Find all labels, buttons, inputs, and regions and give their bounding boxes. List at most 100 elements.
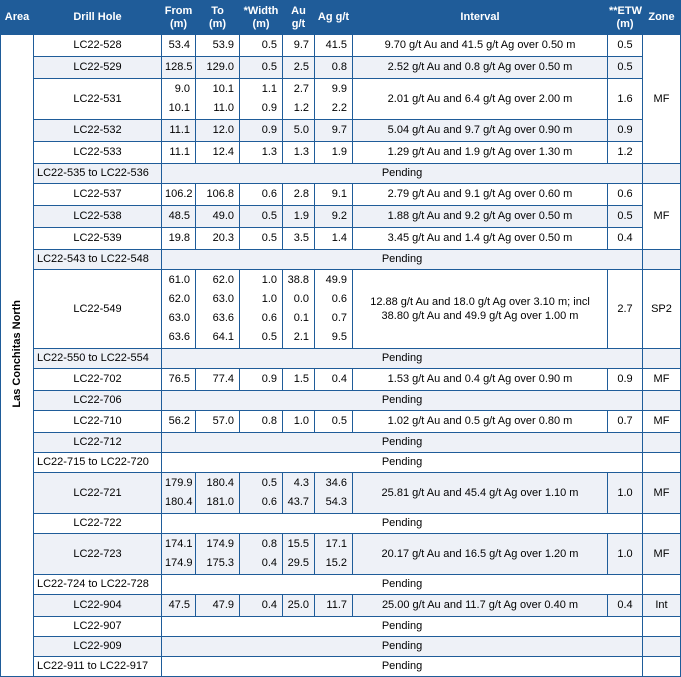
header-area: Area: [0, 0, 34, 35]
interval-text: 2.79 g/t Au and 9.1 g/t Ag over 0.60 m: [387, 188, 573, 200]
au-value: 1.0: [293, 415, 309, 427]
zone-cell: MF: [642, 34, 681, 164]
au-cell: 1.3: [282, 141, 315, 164]
table-row: LC22-706 Pending: [1, 390, 681, 411]
ag-cell: 34.6 54.3: [314, 472, 353, 514]
width-value: 1.0: [261, 274, 277, 286]
width-cell: 0.5: [239, 56, 283, 79]
ag-value: 0.4: [331, 373, 347, 385]
table-row: LC22-904 47.5 47.9 0.4 25.0 11.7 25.00 g/t Au …: [1, 594, 681, 617]
area-label: Las Conchitas North: [10, 299, 23, 408]
interval-cell: 1.53 g/t Au and 0.4 g/t Ag over 0.90 m: [352, 368, 608, 391]
etw-cell: 0.5: [607, 205, 643, 228]
au-cell: 25.0: [282, 594, 315, 617]
au-value: 4.3: [293, 477, 309, 489]
from-value: 53.4: [168, 39, 190, 51]
from-value: 63.6: [168, 331, 190, 343]
to-value: 57.0: [212, 415, 234, 427]
au-value: 43.7: [287, 496, 309, 508]
to-cell: 174.9 175.3: [195, 533, 240, 575]
zone-cell: MF: [642, 368, 681, 391]
ag-value: 9.2: [331, 210, 347, 222]
table-row: LC22-550 to LC22-554 Pending: [1, 348, 681, 369]
from-value: 174.9: [165, 557, 193, 569]
drill-hole-cell: LC22-715 to LC22-720: [33, 452, 162, 473]
drill-hole-cell: LC22-723: [33, 533, 162, 575]
from-value: 174.1: [165, 538, 193, 550]
table-row: LC22-533 11.1 12.4 1.3 1.3 1.9 1.29 g/t Au and…: [1, 141, 681, 164]
zone-cell: MF: [642, 533, 681, 575]
etw-cell: 0.5: [607, 34, 643, 57]
pending-cell: Pending: [161, 574, 643, 595]
ag-cell: 0.4: [314, 368, 353, 391]
etw-cell: 0.7: [607, 410, 643, 433]
zone-cell: Int: [642, 594, 681, 617]
width-value: 0.5: [261, 210, 277, 222]
drill-hole-cell: LC22-702: [33, 368, 162, 391]
to-value: 63.0: [212, 293, 234, 305]
to-value: 10.1: [212, 83, 234, 95]
from-value: 63.0: [168, 312, 190, 324]
width-value: 0.4: [261, 599, 277, 611]
width-value: 0.4: [261, 557, 277, 569]
drill-hole-cell: LC22-722: [33, 513, 162, 534]
ag-cell: 1.4: [314, 227, 353, 250]
width-cell: 0.4: [239, 594, 283, 617]
table-row: LC22-907 Pending: [1, 616, 681, 637]
drill-hole-cell: LC22-712: [33, 432, 162, 453]
au-value: 1.2: [293, 102, 309, 114]
table-row: LC22-724 to LC22-728 Pending: [1, 574, 681, 595]
au-cell: 2.5: [282, 56, 315, 79]
ag-value: 11.7: [326, 599, 347, 611]
table-row: LC22-909 Pending: [1, 636, 681, 657]
ag-value: 54.3: [325, 496, 347, 508]
ag-value: 15.2: [325, 557, 347, 569]
au-value: 38.8: [287, 274, 309, 286]
etw-cell: 2.7: [607, 269, 643, 349]
drill-hole-cell: LC22-533: [33, 141, 162, 164]
to-value: 12.0: [212, 124, 234, 136]
zone-cell: [642, 348, 681, 369]
to-cell: 47.9: [195, 594, 240, 617]
drill-hole-cell: LC22-909: [33, 636, 162, 657]
table-row: LC22-535 to LC22-536 Pending: [1, 163, 681, 184]
to-cell: 57.0: [195, 410, 240, 433]
interval-cell: 25.00 g/t Au and 11.7 g/t Ag over 0.40 m: [352, 594, 608, 617]
au-value: 1.3: [293, 146, 309, 158]
interval-text: 2.52 g/t Au and 0.8 g/t Ag over 0.50 m: [387, 61, 573, 73]
to-value: 53.9: [212, 39, 234, 51]
drill-hole-cell: LC22-724 to LC22-728: [33, 574, 162, 595]
au-value: 2.1: [293, 331, 309, 343]
table-row: LC22-543 to LC22-548 Pending: [1, 249, 681, 270]
au-cell: 38.8 0.0 0.1 2.1: [282, 269, 315, 349]
zone-cell: SP2: [642, 269, 681, 349]
ag-cell: 0.5: [314, 410, 353, 433]
header-etw: **ETW (m): [607, 0, 643, 35]
width-cell: 0.5: [239, 227, 283, 250]
au-value: 5.0: [293, 124, 309, 136]
interval-cell: 2.01 g/t Au and 6.4 g/t Ag over 2.00 m: [352, 78, 608, 120]
ag-value: 9.5: [331, 331, 347, 343]
etw-cell: 0.6: [607, 183, 643, 206]
au-value: 9.7: [293, 39, 309, 51]
drill-hole-cell: LC22-721: [33, 472, 162, 514]
pending-cell: Pending: [161, 390, 643, 411]
to-value: 106.8: [206, 188, 234, 200]
from-cell: 11.1: [161, 119, 196, 142]
au-cell: 4.3 43.7: [282, 472, 315, 514]
to-value: 77.4: [212, 373, 234, 385]
drill-hole-cell: LC22-543 to LC22-548: [33, 249, 162, 270]
drill-hole-cell: LC22-539: [33, 227, 162, 250]
interval-cell: 25.81 g/t Au and 45.4 g/t Ag over 1.10 m: [352, 472, 608, 514]
ag-value: 9.7: [331, 124, 347, 136]
table-row: LC22-538 48.5 49.0 0.5 1.9 9.2 1.88 g/t Au and…: [1, 205, 681, 228]
ag-value: 49.9: [325, 274, 347, 286]
width-value: 0.8: [261, 415, 277, 427]
from-value: 56.2: [168, 415, 190, 427]
header-row: Area Drill Hole From (m) To (m) *Width (m) Au…: [0, 0, 681, 35]
zone-cell: [642, 163, 681, 184]
to-cell: 106.8: [195, 183, 240, 206]
to-value: 12.4: [212, 146, 234, 158]
drill-hole-cell: LC22-904: [33, 594, 162, 617]
table-row: LC22-529 128.5 129.0 0.5 2.5 0.8 2.52 g/t Au a…: [1, 56, 681, 79]
